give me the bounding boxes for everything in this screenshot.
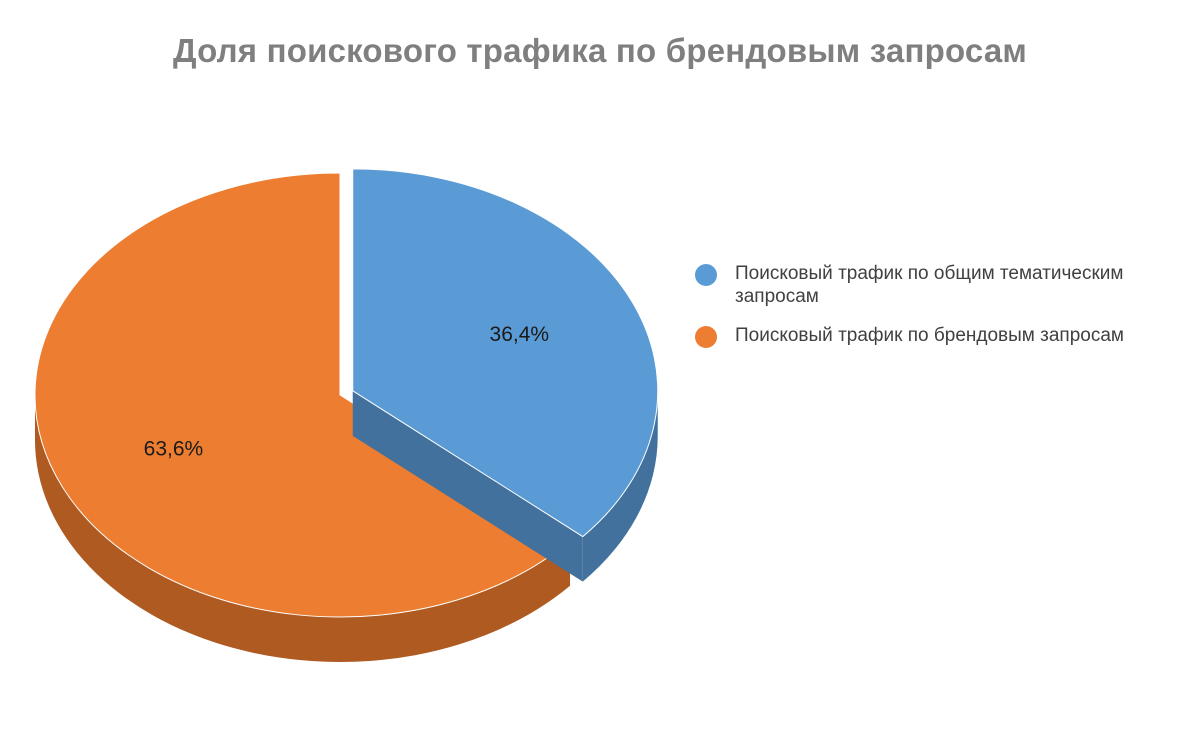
data-label-general: 36,4% xyxy=(490,323,550,346)
legend-item-brand[interactable]: Поисковый трафик по брендовым запросам xyxy=(695,324,1165,348)
legend-item-general[interactable]: Поисковый трафик по общим тематическим з… xyxy=(695,262,1165,308)
legend-label-brand: Поисковый трафик по брендовым запросам xyxy=(735,325,1124,346)
pie-slice-general xyxy=(352,168,659,538)
pie-slice-brand xyxy=(34,172,571,618)
legend: Поисковый трафик по общим тематическим з… xyxy=(695,262,1165,364)
pie-side-brand xyxy=(35,395,571,662)
data-label-brand: 63,6% xyxy=(144,438,204,461)
pie-wall-general xyxy=(352,390,583,582)
chart-title: Доля поискового трафика по брендовым зап… xyxy=(172,32,1027,69)
legend-swatch-brand xyxy=(695,326,717,348)
pie-side-general xyxy=(582,390,658,582)
legend-label-general: Поисковый трафик по общим тематическим з… xyxy=(735,263,1124,307)
legend-swatch-general xyxy=(695,264,717,286)
